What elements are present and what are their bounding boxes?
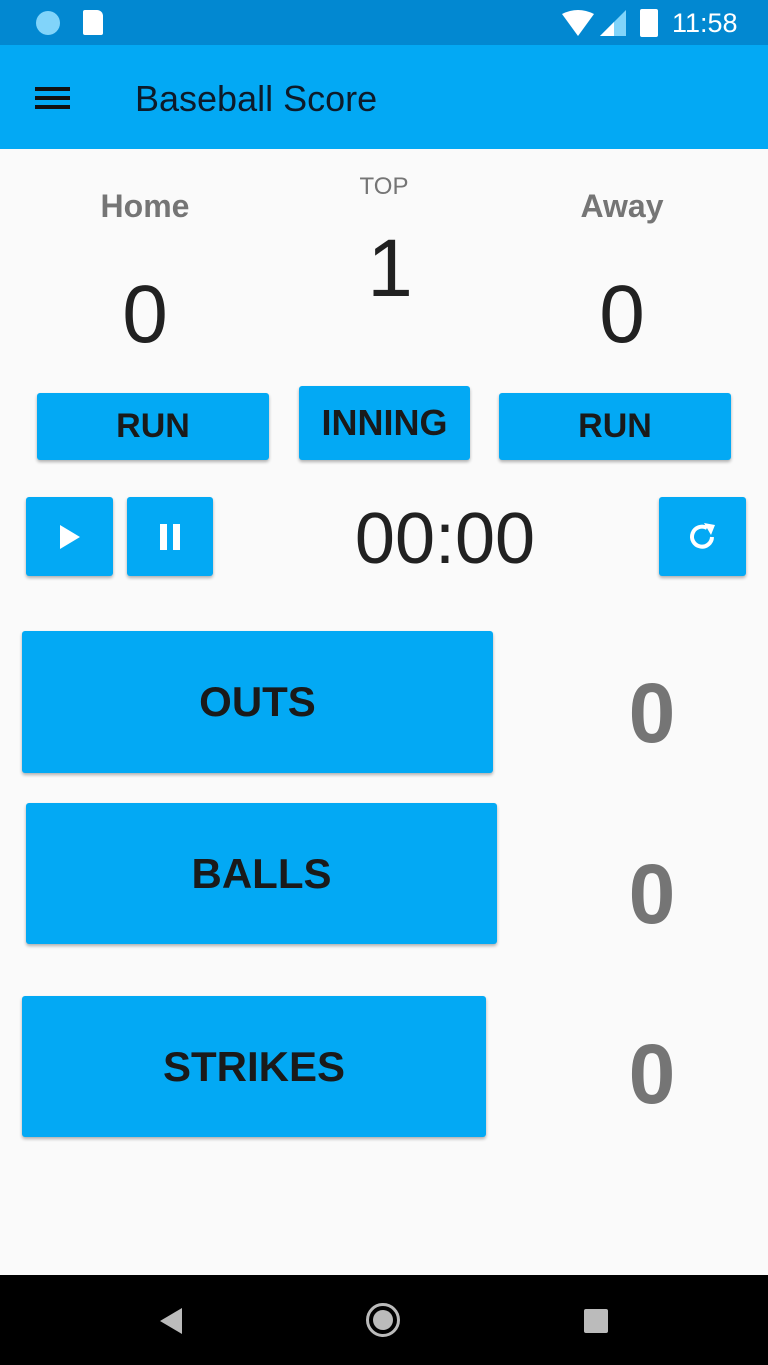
away-score: 0 <box>599 269 645 360</box>
play-icon <box>59 524 80 549</box>
balls-button[interactable]: BALLS <box>26 803 497 944</box>
sd-card-icon <box>83 10 103 35</box>
inning-number: 1 <box>367 223 413 314</box>
balls-count: 0 <box>628 847 676 941</box>
home-score: 0 <box>122 269 168 360</box>
timer-display: 00:00 <box>354 499 536 579</box>
strikes-count: 0 <box>628 1027 676 1121</box>
signal-icon <box>600 10 626 36</box>
inning-half: TOP <box>359 173 409 200</box>
navigation-bar <box>0 1275 768 1365</box>
recents-icon[interactable] <box>584 1309 608 1333</box>
play-button[interactable] <box>26 497 113 576</box>
refresh-icon <box>689 522 715 549</box>
sync-icon <box>36 11 60 35</box>
reset-button[interactable] <box>659 497 746 576</box>
home-run-button[interactable]: RUN <box>37 393 269 460</box>
away-label: Away <box>580 188 664 224</box>
outs-button[interactable]: OUTS <box>22 631 493 773</box>
app-bar: Baseball Score <box>0 45 768 149</box>
home-nav-icon[interactable] <box>366 1303 400 1337</box>
inning-button[interactable]: INNING <box>299 386 470 460</box>
home-label: Home <box>100 188 190 224</box>
back-icon[interactable] <box>160 1308 184 1334</box>
clock: 11:58 <box>672 8 738 38</box>
away-run-button[interactable]: RUN <box>499 393 731 460</box>
wifi-icon <box>562 10 594 36</box>
app-title: Baseball Score <box>135 78 378 119</box>
pause-icon <box>160 523 180 550</box>
menu-icon[interactable] <box>35 87 70 109</box>
outs-count: 0 <box>628 666 676 760</box>
status-bar: 11:58 <box>0 0 768 45</box>
pause-button[interactable] <box>127 497 213 576</box>
strikes-button[interactable]: STRIKES <box>22 996 486 1137</box>
battery-charging-icon <box>640 9 658 37</box>
